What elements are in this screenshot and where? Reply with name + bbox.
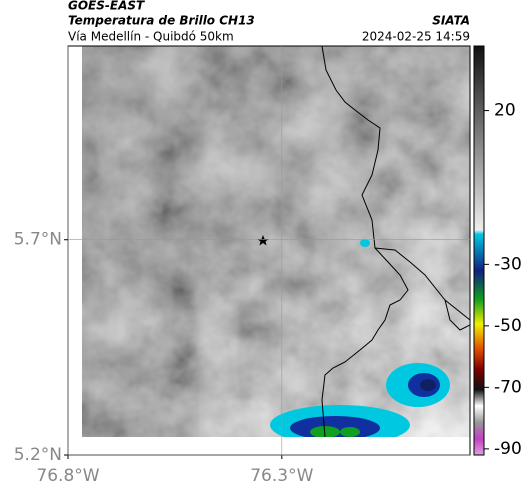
y-tick-label: 5.7°N <box>14 230 62 250</box>
satellite: GOES-EAST <box>68 0 145 13</box>
colorbar-tick-label: -90 <box>494 439 522 459</box>
x-tick-label: 76.3°W <box>250 466 313 486</box>
source: SIATA <box>432 14 470 28</box>
colorbar-tick-label: -50 <box>494 316 522 336</box>
datetime: 2024-02-25 14:59 <box>362 30 470 44</box>
colorbar-tick-label: 20 <box>494 101 516 121</box>
region: Vía Medellín - Quibdó 50km <box>68 30 234 44</box>
y-tick-label: 5.2°N <box>14 445 62 465</box>
satellite-image <box>82 46 470 437</box>
colorbar-tick-label: -30 <box>494 254 522 274</box>
colorbar-tick-label: -70 <box>494 377 522 397</box>
product: Temperatura de Brillo CH13 <box>68 14 255 28</box>
x-tick-label: 76.8°W <box>36 466 99 486</box>
colorbar <box>473 45 485 456</box>
